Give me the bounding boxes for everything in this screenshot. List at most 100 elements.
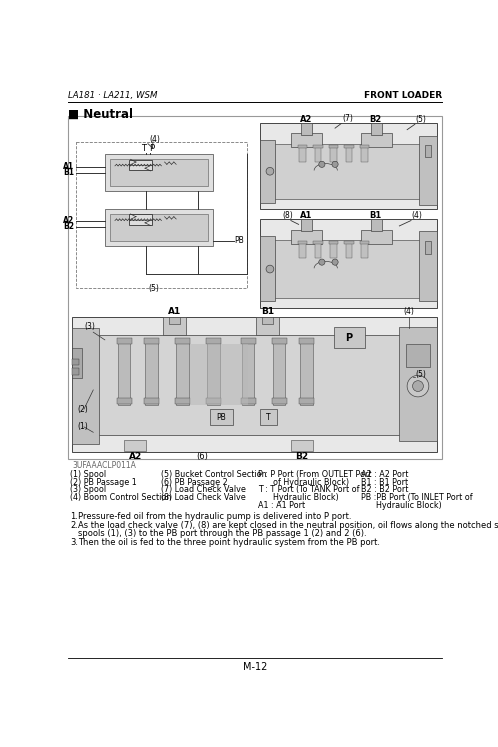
Bar [360, 241, 369, 244]
Text: (8): (8) [282, 211, 293, 220]
Text: 3.: 3. [70, 538, 78, 547]
Bar [105, 155, 213, 191]
Text: (1) Spool: (1) Spool [70, 470, 106, 479]
Bar [301, 123, 312, 135]
Text: A1: A1 [63, 162, 74, 171]
Bar [362, 243, 368, 258]
Bar [72, 329, 100, 444]
Bar [371, 219, 381, 232]
Bar [260, 123, 437, 209]
Text: (6) PB Passage 2: (6) PB Passage 2 [161, 478, 228, 487]
Bar [262, 317, 273, 324]
Text: A1 : A1 Port: A1 : A1 Port [258, 500, 305, 509]
Bar [260, 409, 277, 424]
Bar [118, 340, 130, 406]
Bar [360, 145, 369, 148]
Text: (5) Bucket Control Section: (5) Bucket Control Section [161, 470, 267, 479]
Bar [206, 338, 221, 344]
Bar [425, 241, 431, 254]
Bar [124, 440, 146, 450]
Text: (4): (4) [403, 307, 414, 316]
Text: B1: B1 [63, 168, 74, 177]
Text: A2: A2 [63, 216, 74, 225]
Bar [129, 160, 152, 170]
Bar [291, 230, 322, 244]
Text: (3): (3) [84, 322, 95, 331]
Bar [313, 145, 323, 148]
Bar [315, 243, 321, 258]
Text: P: P [346, 332, 353, 343]
Text: B2: B2 [369, 114, 381, 123]
Text: ■ Neutral: ■ Neutral [68, 108, 133, 121]
Text: A1: A1 [168, 307, 181, 316]
Bar [82, 335, 407, 435]
Bar [241, 338, 256, 344]
Bar [299, 243, 306, 258]
Bar [315, 146, 321, 162]
Text: (5): (5) [148, 285, 159, 294]
Text: B2 : B2 Port: B2 : B2 Port [361, 486, 408, 495]
Text: PB: PB [234, 236, 244, 245]
Text: (3) Spool: (3) Spool [70, 486, 106, 495]
Bar [329, 145, 338, 148]
Bar [299, 397, 314, 404]
Bar [291, 133, 322, 146]
Bar [344, 145, 354, 148]
Bar [76, 142, 247, 288]
Bar [330, 146, 337, 162]
Bar [300, 340, 313, 406]
Circle shape [266, 265, 274, 273]
Bar [105, 209, 213, 246]
Bar [346, 243, 352, 258]
Text: (7) Load Check Valve: (7) Load Check Valve [161, 486, 247, 495]
Bar [329, 241, 338, 244]
Bar [241, 397, 256, 404]
Circle shape [332, 259, 338, 265]
Circle shape [332, 161, 338, 167]
Text: (4) Boom Control Section: (4) Boom Control Section [70, 493, 171, 502]
Text: LA181 · LA211, WSM: LA181 · LA211, WSM [68, 90, 158, 99]
Text: T: T [266, 413, 271, 422]
Bar [330, 243, 337, 258]
Bar [334, 326, 365, 348]
Bar [176, 340, 189, 406]
Text: B1 : B1 Port: B1 : B1 Port [361, 478, 408, 487]
Bar [129, 214, 152, 225]
Bar [260, 219, 437, 308]
Text: of Hydraulic Block): of Hydraulic Block) [258, 478, 350, 487]
Text: (4): (4) [149, 135, 160, 144]
Bar [256, 317, 279, 335]
Text: (4): (4) [412, 211, 423, 220]
Bar [117, 338, 132, 344]
Circle shape [266, 167, 274, 175]
Bar [425, 145, 431, 158]
Bar [210, 409, 233, 424]
Text: A2: A2 [300, 114, 313, 123]
Bar [399, 326, 437, 441]
Text: B1: B1 [261, 307, 274, 316]
Bar [260, 140, 275, 203]
Bar [169, 317, 180, 324]
Text: (5): (5) [415, 370, 426, 379]
Text: A2: A2 [128, 453, 142, 462]
Text: T: T [141, 143, 146, 153]
Bar [299, 338, 314, 344]
Bar [72, 347, 82, 379]
Bar [72, 359, 79, 365]
Polygon shape [190, 344, 248, 406]
Text: Hydraulic Block): Hydraulic Block) [361, 500, 441, 509]
Bar [291, 440, 313, 450]
Text: Hydraulic Block): Hydraulic Block) [258, 493, 339, 502]
Bar [298, 145, 307, 148]
Text: A2 : A2 Port: A2 : A2 Port [361, 470, 408, 479]
Text: P : P Port (From OUTLET Port: P : P Port (From OUTLET Port [258, 470, 372, 479]
Bar [72, 317, 437, 451]
Bar [117, 397, 132, 404]
Bar [371, 123, 381, 135]
Bar [206, 397, 221, 404]
Bar [145, 340, 157, 406]
Text: (2): (2) [78, 405, 89, 414]
Bar [175, 397, 190, 404]
Text: FRONT LOADER: FRONT LOADER [364, 90, 442, 99]
Text: spools (1), (3) to the PB port through the PB passage 1 (2) and 2 (6).: spools (1), (3) to the PB port through t… [78, 529, 367, 538]
